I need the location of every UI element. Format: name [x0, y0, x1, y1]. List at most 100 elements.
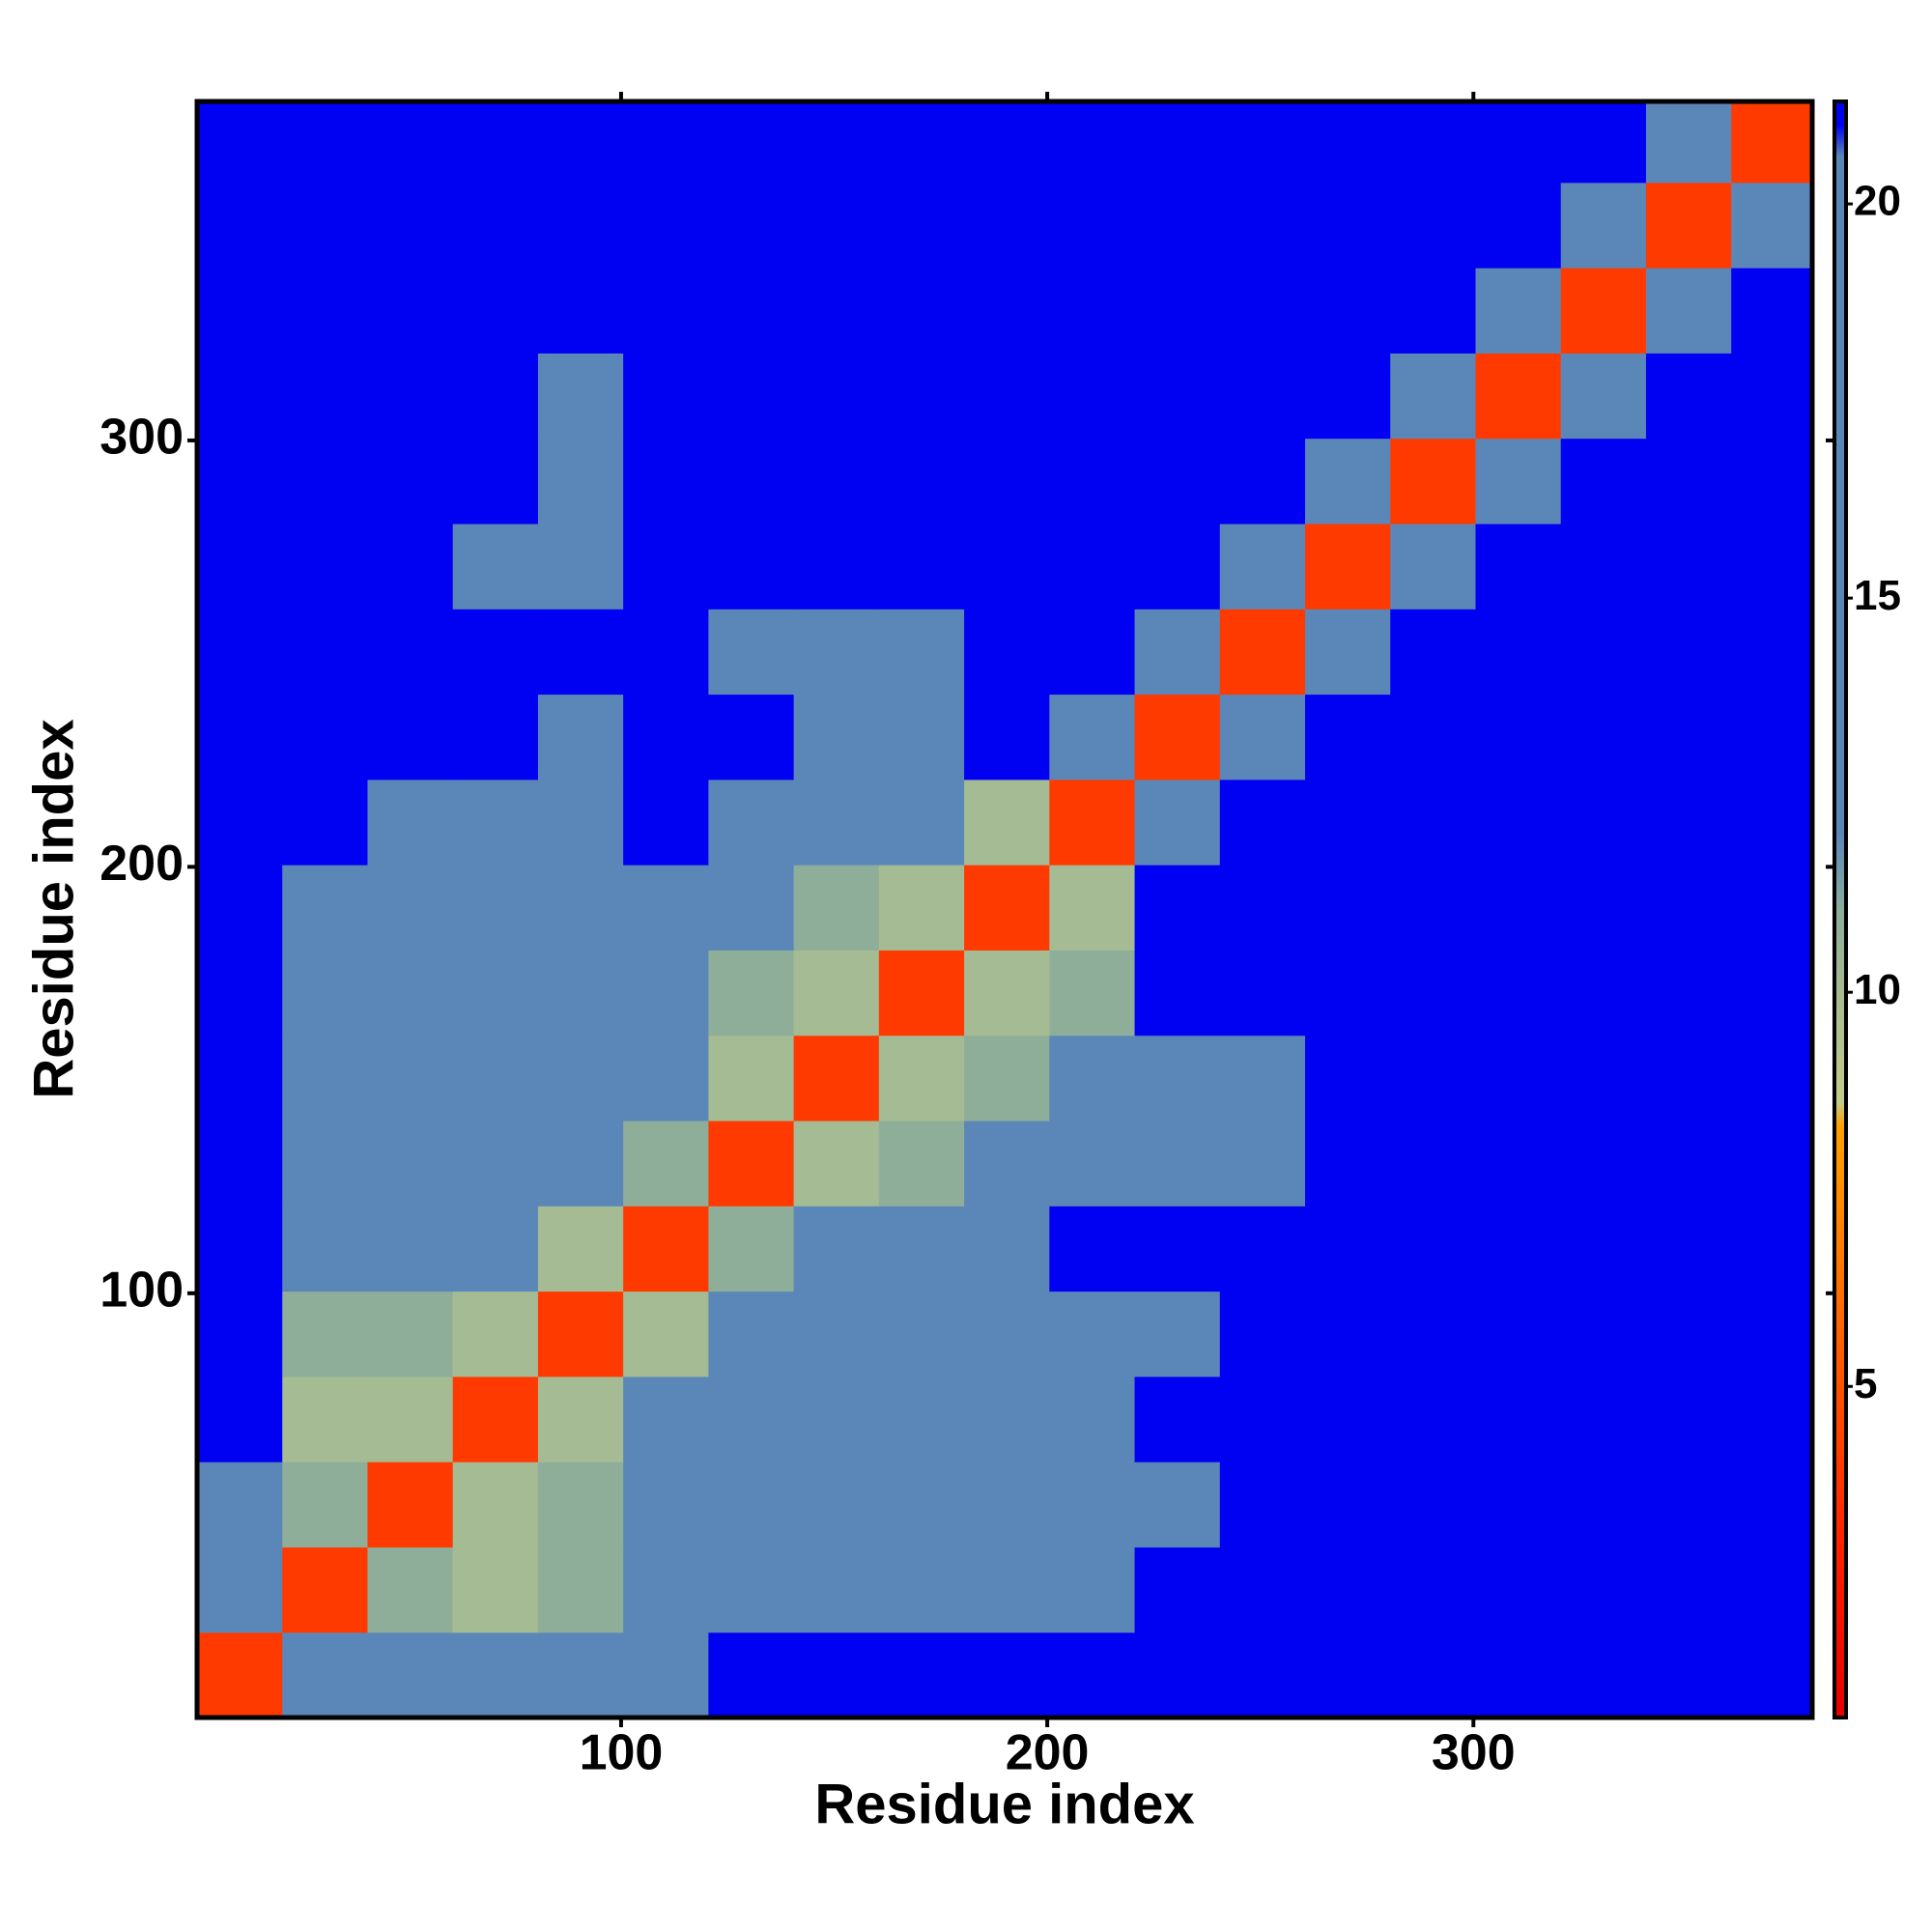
heatmap-cell: [1219, 268, 1306, 354]
heatmap-cell: [1219, 865, 1306, 951]
heatmap-cell: [197, 779, 283, 866]
heatmap-cell: [537, 865, 624, 951]
heatmap-cell: [878, 950, 965, 1037]
heatmap-cell: [537, 1632, 624, 1718]
heatmap-cell: [1475, 1376, 1562, 1463]
heatmap-cell: [1049, 182, 1136, 269]
heatmap-cell: [367, 353, 454, 440]
heatmap-cell: [1731, 1547, 1812, 1634]
heatmap-cell: [452, 694, 539, 781]
heatmap-cell: [878, 779, 965, 866]
heatmap-cell: [1219, 694, 1306, 781]
heatmap-cell: [878, 609, 965, 696]
heatmap-cell: [1219, 353, 1306, 440]
heatmap-cell: [1560, 101, 1647, 184]
heatmap-cell: [367, 268, 454, 354]
heatmap-cell: [793, 182, 880, 269]
heatmap-cell: [964, 438, 1050, 525]
heatmap-cell: [1731, 268, 1812, 354]
x-tick-label: 100: [580, 1725, 664, 1781]
heatmap-cell: [452, 353, 539, 440]
heatmap-cell: [1219, 609, 1306, 696]
heatmap-cell: [1731, 1206, 1812, 1293]
heatmap-cell: [708, 609, 795, 696]
heatmap-cell: [1731, 438, 1812, 525]
heatmap-cell: [793, 438, 880, 525]
heatmap-cell: [793, 353, 880, 440]
heatmap-cell: [1219, 101, 1306, 184]
heatmap-cell: [878, 268, 965, 354]
heatmap-cell: [197, 694, 283, 781]
heatmap-cell: [1219, 1121, 1306, 1207]
heatmap-cell: [623, 268, 709, 354]
heatmap-cell: [1305, 1547, 1391, 1634]
heatmap-cell: [708, 524, 795, 610]
heatmap-cell: [793, 609, 880, 696]
heatmap-cell: [537, 694, 624, 781]
heatmap-cell: [1560, 438, 1647, 525]
heatmap-cell: [878, 353, 965, 440]
heatmap-cell: [452, 609, 539, 696]
heatmap-cell: [1475, 1291, 1562, 1378]
heatmap-cell: [1134, 353, 1221, 440]
heatmap-cell: [1049, 1291, 1136, 1378]
heatmap-cell: [1645, 779, 1732, 866]
heatmap-cell: [1305, 865, 1391, 951]
heatmap-cell: [282, 865, 368, 951]
heatmap-cell: [708, 1206, 795, 1293]
heatmap-cell: [623, 1291, 709, 1378]
heatmap-cell: [282, 779, 368, 866]
heatmap-cell: [1731, 779, 1812, 866]
heatmap-cell: [1475, 865, 1562, 951]
heatmap-cell: [964, 950, 1050, 1037]
heatmap-cell: [367, 1206, 454, 1293]
heatmap-cell: [623, 609, 709, 696]
heatmap-cell: [1134, 1035, 1221, 1122]
heatmap-cell: [452, 950, 539, 1037]
heatmap-cell: [1134, 1376, 1221, 1463]
heatmap-cell: [367, 182, 454, 269]
heatmap-cell: [1219, 1462, 1306, 1548]
heatmap-cell: [197, 182, 283, 269]
heatmap-cell: [1645, 101, 1732, 184]
heatmap-cell: [537, 101, 624, 184]
colorbar: [1833, 99, 1848, 1719]
heatmap-cell: [1560, 1121, 1647, 1207]
heatmap-cell: [793, 1632, 880, 1718]
heatmap-cell: [1049, 353, 1136, 440]
heatmap-cell: [1560, 1291, 1647, 1378]
heatmap-cell: [1305, 950, 1391, 1037]
heatmap-cell: [197, 524, 283, 610]
heatmap-cell: [1305, 1376, 1391, 1463]
heatmap-cell: [1049, 438, 1136, 525]
heatmap-cell: [1049, 1121, 1136, 1207]
heatmap-cell: [1134, 182, 1221, 269]
heatmap-cell: [1134, 694, 1221, 781]
heatmap-cell: [282, 609, 368, 696]
heatmap-cell: [1645, 438, 1732, 525]
heatmap-cell: [1305, 182, 1391, 269]
heatmap-cell: [878, 1291, 965, 1378]
heatmap-cell: [1560, 1206, 1647, 1293]
heatmap-cell: [1390, 950, 1476, 1037]
heatmap-cell: [452, 438, 539, 525]
heatmap-cell: [1049, 1376, 1136, 1463]
heatmap-cell: [708, 1035, 795, 1122]
heatmap-cell: [793, 1547, 880, 1634]
heatmap-cell: [1731, 1291, 1812, 1378]
heatmap-cell: [197, 1206, 283, 1293]
x-tick-label: 300: [1432, 1725, 1516, 1781]
heatmap-cell: [708, 182, 795, 269]
x-tick-label: 200: [1006, 1725, 1090, 1781]
heatmap-cell: [452, 524, 539, 610]
heatmap-cell: [1645, 353, 1732, 440]
heatmap-cell: [1049, 779, 1136, 866]
heatmap-cell: [282, 182, 368, 269]
heatmap-cell: [708, 694, 795, 781]
heatmap-cell: [282, 1291, 368, 1378]
heatmap-cell: [452, 1121, 539, 1207]
heatmap-cell: [1219, 1291, 1306, 1378]
heatmap-cell: [282, 101, 368, 184]
heatmap-cell: [537, 182, 624, 269]
